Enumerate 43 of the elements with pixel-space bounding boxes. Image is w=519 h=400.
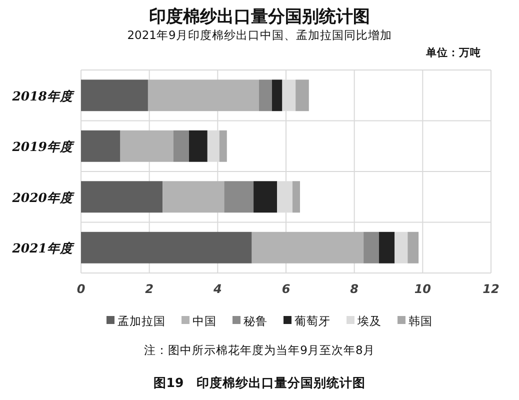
bar [224, 181, 254, 213]
chart-title: 印度棉纱出口量分国别统计图 [149, 7, 370, 27]
y-tick-label: 2019年度 [11, 139, 75, 154]
bar [81, 80, 148, 112]
y-tick-label: 2020年度 [11, 190, 75, 205]
bar [173, 130, 189, 162]
bar [378, 232, 395, 264]
bar [120, 130, 174, 162]
bar [162, 181, 224, 213]
bar [408, 232, 419, 264]
x-tick-label: 12 [482, 282, 500, 296]
bar [188, 130, 208, 162]
legend-label: 葡萄牙 [294, 314, 330, 328]
bar [252, 232, 364, 264]
caption: 图19 印度棉纱出口量分国别统计图 [153, 375, 366, 390]
x-tick-label: 8 [350, 282, 359, 296]
bar [296, 80, 309, 112]
bar [364, 232, 379, 264]
bar [81, 232, 252, 264]
bar [148, 80, 260, 112]
x-tick-label: 4 [212, 282, 222, 296]
bar [219, 130, 227, 162]
bar [394, 232, 408, 264]
bar [81, 130, 120, 162]
legend-label: 中国 [192, 314, 216, 328]
legend-label: 秘鲁 [244, 314, 268, 328]
legend-label: 孟加拉国 [118, 314, 166, 328]
x-tick-label: 2 [145, 282, 154, 296]
x-tick-label: 0 [76, 282, 86, 296]
bar [254, 181, 278, 213]
y-tick-label: 2018年度 [11, 88, 75, 104]
bar [292, 181, 300, 213]
x-tick-label: 10 [414, 282, 432, 296]
bar [259, 80, 272, 112]
legend-label: 韩国 [408, 314, 432, 328]
x-tick-label: 6 [282, 282, 290, 296]
bar [272, 80, 282, 112]
legend-label: 埃及 [356, 314, 382, 328]
chart-subtitle: 2021年9月印度棉纱出口中国、孟加拉国同比增加 [127, 28, 392, 42]
text: 注：图中所示棉花年度为当年9月至次年8月 [144, 343, 375, 357]
y-tick-label: 2021年度 [11, 240, 75, 256]
bar [81, 181, 163, 213]
text: 单位：万吨 [425, 46, 481, 59]
